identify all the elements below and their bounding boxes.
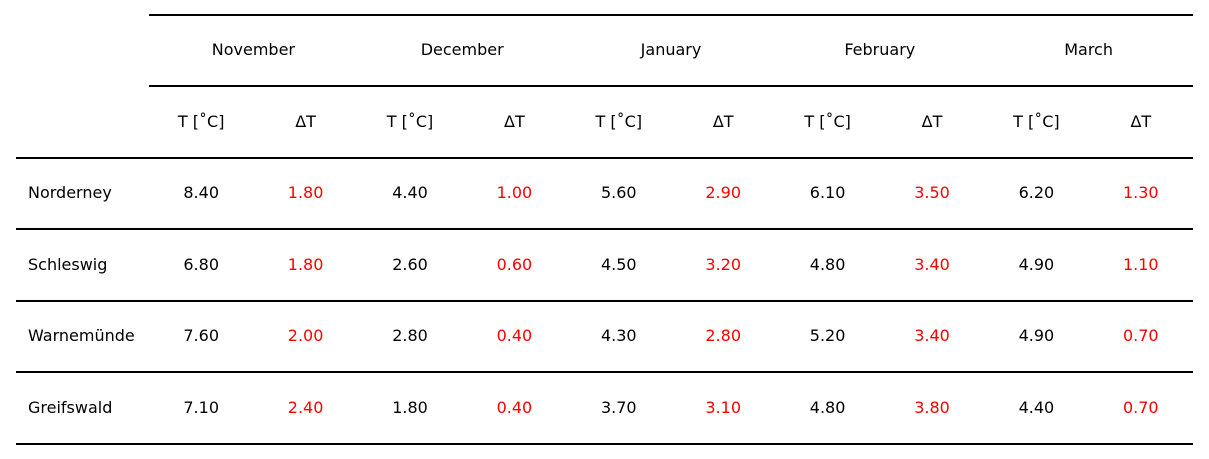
delta-t-cell: 0.40 [496,326,533,345]
row-rule [16,371,1193,373]
temperature-cell: 3.70 [600,398,637,417]
row-rule [16,157,1193,159]
delta-t-cell: 3.80 [914,398,950,417]
temperature-cell: 4.50 [600,255,637,274]
table-top-rule [149,14,1193,16]
delta-t-cell: 2.00 [287,326,324,345]
month-header-november: November [211,40,296,59]
row-rule [16,228,1193,230]
delta-t-cell: 2.40 [287,398,324,417]
temperature-cell: 1.80 [392,398,428,417]
station-label: Schleswig [28,255,108,274]
temperature-cell: 4.90 [1018,326,1055,345]
temperature-cell: 4.80 [809,398,846,417]
month-header-december: December [420,40,504,59]
temperature-cell: 5.60 [600,183,637,202]
temperature-cell: 4.80 [809,255,846,274]
temperature-cell: 8.40 [183,183,219,202]
temperature-cell: 7.10 [183,398,219,417]
delta-t-cell: 3.50 [914,183,950,202]
delta-t-cell: 1.80 [287,255,324,274]
station-label: Greifswald [28,398,113,417]
delta-t-header: ΔT [712,112,734,131]
delta-t-cell: 2.90 [705,183,741,202]
temperature-cell: 7.60 [183,326,219,345]
station-label: Warnemünde [28,326,135,345]
temperature-header: T [˚C] [595,112,643,131]
station-label: Norderney [28,183,112,202]
delta-t-header: ΔT [295,112,316,131]
temperature-cell: 6.80 [183,255,219,274]
temperature-header: T [˚C] [386,112,434,131]
row-rule [16,443,1193,445]
temperature-cell: 4.40 [1018,398,1055,417]
month-header-january: January [640,40,702,59]
temperature-cell: 6.20 [1018,183,1055,202]
delta-t-header: ΔT [921,112,943,131]
delta-t-cell: 0.70 [1122,398,1159,417]
temperature-header: T [˚C] [177,112,225,131]
delta-t-cell: 3.20 [705,255,741,274]
month-header-march: March [1064,40,1113,59]
temperature-cell: 2.80 [392,326,428,345]
delta-t-cell: 0.70 [1122,326,1159,345]
delta-t-cell: 1.80 [287,183,324,202]
temperature-cell: 4.30 [600,326,637,345]
delta-t-header: ΔT [504,112,525,131]
temperature-cell: 4.90 [1018,255,1055,274]
delta-t-cell: 2.80 [705,326,741,345]
delta-t-cell: 1.00 [496,183,533,202]
delta-t-cell: 1.10 [1122,255,1159,274]
month-header-rule [149,85,1193,87]
temperature-cell: 5.20 [809,326,846,345]
temperature-cell: 6.10 [809,183,846,202]
temperature-cell: 2.60 [392,255,428,274]
delta-t-cell: 1.30 [1122,183,1159,202]
delta-t-cell: 3.40 [914,255,950,274]
delta-t-cell: 0.40 [496,398,533,417]
month-header-february: February [844,40,916,59]
temperature-header: T [˚C] [1013,112,1060,131]
row-rule [16,300,1193,302]
temperature-header: T [˚C] [804,112,851,131]
delta-t-cell: 3.40 [914,326,950,345]
delta-t-cell: 0.60 [496,255,533,274]
temperature-cell: 4.40 [392,183,428,202]
delta-t-header: ΔT [1130,112,1152,131]
delta-t-cell: 3.10 [705,398,741,417]
